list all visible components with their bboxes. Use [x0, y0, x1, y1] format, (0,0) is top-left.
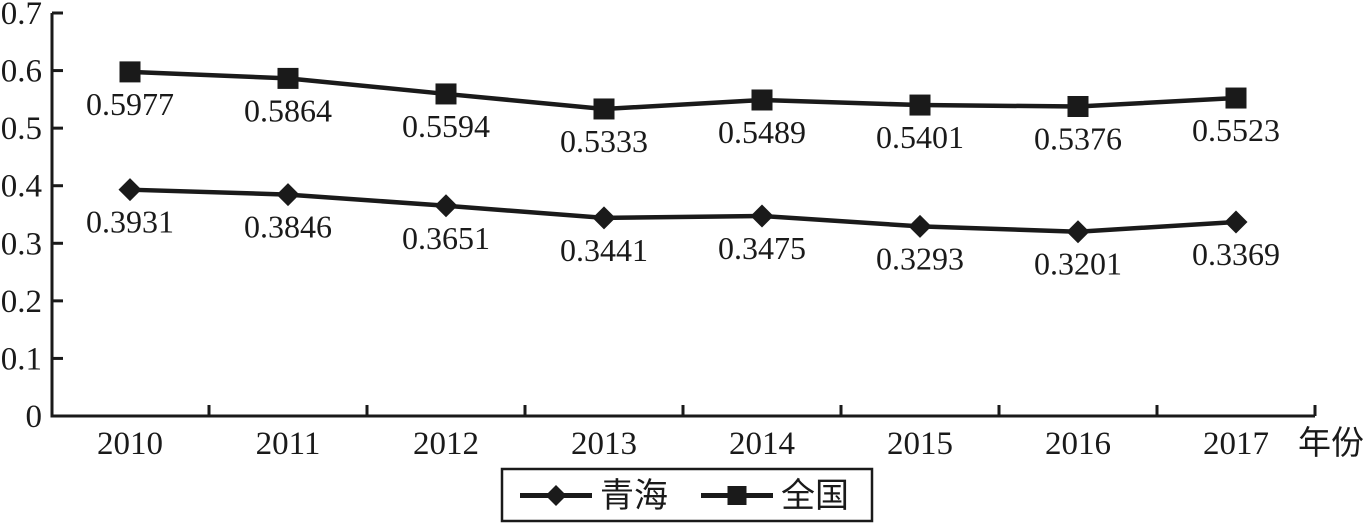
data-point-marker-qinghai	[434, 194, 458, 218]
axis-lines	[50, 13, 1315, 418]
y-tick-label: 0.3	[1, 226, 42, 262]
y-tick-label: 0.4	[1, 169, 42, 205]
data-point-marker-national	[1067, 95, 1089, 117]
series-qinghai: 0.3931 0.3846 0.3651 0.3441 0.3475 0.3293 0.32…	[86, 178, 1280, 282]
data-point-label-qinghai: 0.3441	[560, 232, 648, 268]
data-point-label-national: 0.5977	[86, 86, 174, 122]
legend-entry-qinghai: 青海	[520, 477, 668, 515]
data-point-marker-qinghai	[1066, 220, 1090, 244]
data-point-marker-qinghai	[908, 214, 932, 238]
data-point-label-qinghai: 0.3293	[876, 240, 964, 276]
data-point-label-qinghai: 0.3201	[1034, 246, 1122, 282]
data-point-label-national: 0.5489	[718, 114, 806, 150]
x-tick-label: 2010	[97, 426, 163, 462]
x-axis-title: 年份	[1298, 425, 1364, 462]
x-tick-label: 2016	[1045, 426, 1111, 462]
series-national: 0.5977 0.5864 0.5594 0.5333 0.5489 0.5401 0.53…	[86, 61, 1280, 159]
data-point-marker-national	[277, 67, 299, 89]
x-tick-label: 2013	[571, 426, 637, 462]
y-tick-label: 0.5	[1, 111, 42, 147]
legend-square-icon	[727, 486, 747, 505]
data-point-label-national: 0.5864	[244, 92, 332, 128]
y-tick-label: 0.6	[1, 54, 42, 90]
y-tick-label: 0.7	[1, 0, 42, 32]
data-point-label-national: 0.5333	[560, 123, 648, 159]
data-point-label-national: 0.5376	[1034, 120, 1122, 156]
data-point-marker-qinghai	[592, 206, 616, 230]
x-tick-label: 2017	[1203, 426, 1269, 462]
legend-label-national: 全国	[781, 477, 849, 515]
data-point-label-qinghai: 0.3846	[244, 209, 332, 245]
data-point-marker-qinghai	[1224, 210, 1248, 234]
series-line-national	[129, 69, 1237, 112]
data-point-marker-national	[119, 61, 141, 83]
data-point-marker-national	[909, 94, 931, 116]
y-tick-label: 0	[26, 399, 43, 435]
data-point-marker-qinghai	[750, 204, 774, 228]
data-point-marker-qinghai	[276, 183, 300, 207]
data-point-marker-qinghai	[118, 178, 142, 202]
data-point-label-qinghai: 0.3651	[402, 220, 490, 256]
legend: 青海 全国	[500, 467, 874, 523]
data-point-label-national: 0.5401	[876, 119, 964, 155]
data-point-marker-national	[435, 83, 457, 105]
y-tick-label: 0.1	[1, 341, 42, 377]
series-line-qinghai	[129, 187, 1237, 234]
legend-diamond-icon	[545, 485, 567, 506]
x-tick-label: 2015	[887, 426, 953, 462]
data-point-marker-national	[1225, 87, 1247, 109]
y-tick-label: 0.2	[1, 284, 42, 320]
data-point-label-qinghai: 0.3931	[86, 204, 174, 240]
data-point-label-national: 0.5594	[402, 108, 490, 144]
x-tick-label: 2011	[256, 426, 321, 462]
data-point-label-qinghai: 0.3475	[718, 230, 806, 266]
x-tick-label: 2014	[729, 426, 795, 462]
x-tick-label: 2012	[413, 426, 479, 462]
data-point-marker-national	[751, 89, 773, 111]
data-point-label-national: 0.5523	[1192, 112, 1280, 148]
legend-entry-national: 全国	[701, 477, 849, 515]
data-point-label-qinghai: 0.3369	[1192, 236, 1280, 272]
legend-label-qinghai: 青海	[600, 477, 668, 515]
data-point-marker-national	[593, 98, 615, 120]
